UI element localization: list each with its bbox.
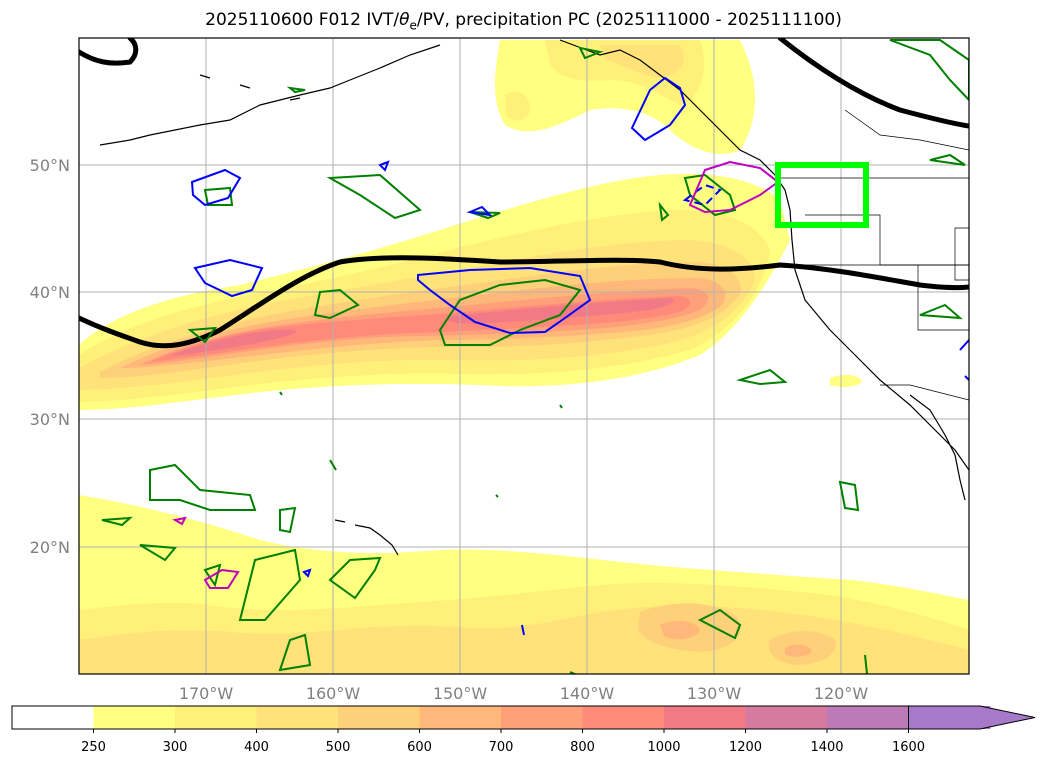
highlight-box <box>775 162 869 228</box>
colorbar-border <box>11 705 909 730</box>
colorbar-label: 600 <box>407 740 432 755</box>
colorbar-segment <box>256 706 339 729</box>
colorbar-label: 500 <box>326 740 351 755</box>
map-content <box>79 38 969 674</box>
graticule <box>79 38 969 674</box>
blue-contours <box>190 76 969 636</box>
colorbar-label: 1000 <box>647 740 680 755</box>
lon-label-160w: 160°W <box>306 684 361 703</box>
colorbar-segment <box>338 706 420 729</box>
lon-label-140w: 140°W <box>560 684 615 703</box>
colorbar-label: 1600 <box>892 740 925 755</box>
colorbar-label: 1200 <box>729 740 762 755</box>
lat-label-50: 50°N <box>30 156 70 175</box>
lat-label-30: 30°N <box>30 410 70 429</box>
lat-labels: 20°N 30°N 40°N 50°N <box>30 156 70 557</box>
ivt-shading-south <box>79 495 969 674</box>
coastlines <box>99 39 969 556</box>
colorbar-label: 300 <box>163 740 188 755</box>
ivt-black-contour <box>79 38 969 349</box>
colorbar-segment <box>501 706 583 729</box>
colorbar-segment <box>745 706 828 729</box>
colorbar-label: 1400 <box>810 740 843 755</box>
colorbar-segment <box>175 706 257 729</box>
lon-label-130w: 130°W <box>687 684 742 703</box>
colorbar-label: 700 <box>489 740 514 755</box>
colorbar-segment <box>664 706 746 729</box>
lon-label-120w: 120°W <box>814 684 869 703</box>
colorbar: 250 300 400 500 600 700 800 1000 1200 1400 1600 <box>11 705 1036 755</box>
lon-labels: 170°W 160°W 150°W 140°W 130°W 120°W <box>179 684 869 703</box>
colorbar-label: 400 <box>244 740 269 755</box>
lon-label-150w: 150°W <box>433 684 488 703</box>
colorbar-segment <box>12 706 94 729</box>
colorbar-segment <box>582 706 665 729</box>
colorbar-segment <box>419 706 502 729</box>
lat-label-40: 40°N <box>30 283 70 302</box>
colorbar-label: 250 <box>81 740 106 755</box>
lat-label-20: 20°N <box>30 538 70 557</box>
pv-contours <box>101 39 969 674</box>
figure-title: 2025110600 F012 IVT/θe/PV, precipitation… <box>205 10 842 33</box>
lon-label-170w: 170°W <box>179 684 234 703</box>
colorbar-label: 800 <box>570 740 595 755</box>
colorbar-segment <box>827 706 909 729</box>
colorbar-segment <box>93 706 176 729</box>
colorbar-extend-arrow <box>908 705 1036 730</box>
map-frame <box>78 37 970 675</box>
